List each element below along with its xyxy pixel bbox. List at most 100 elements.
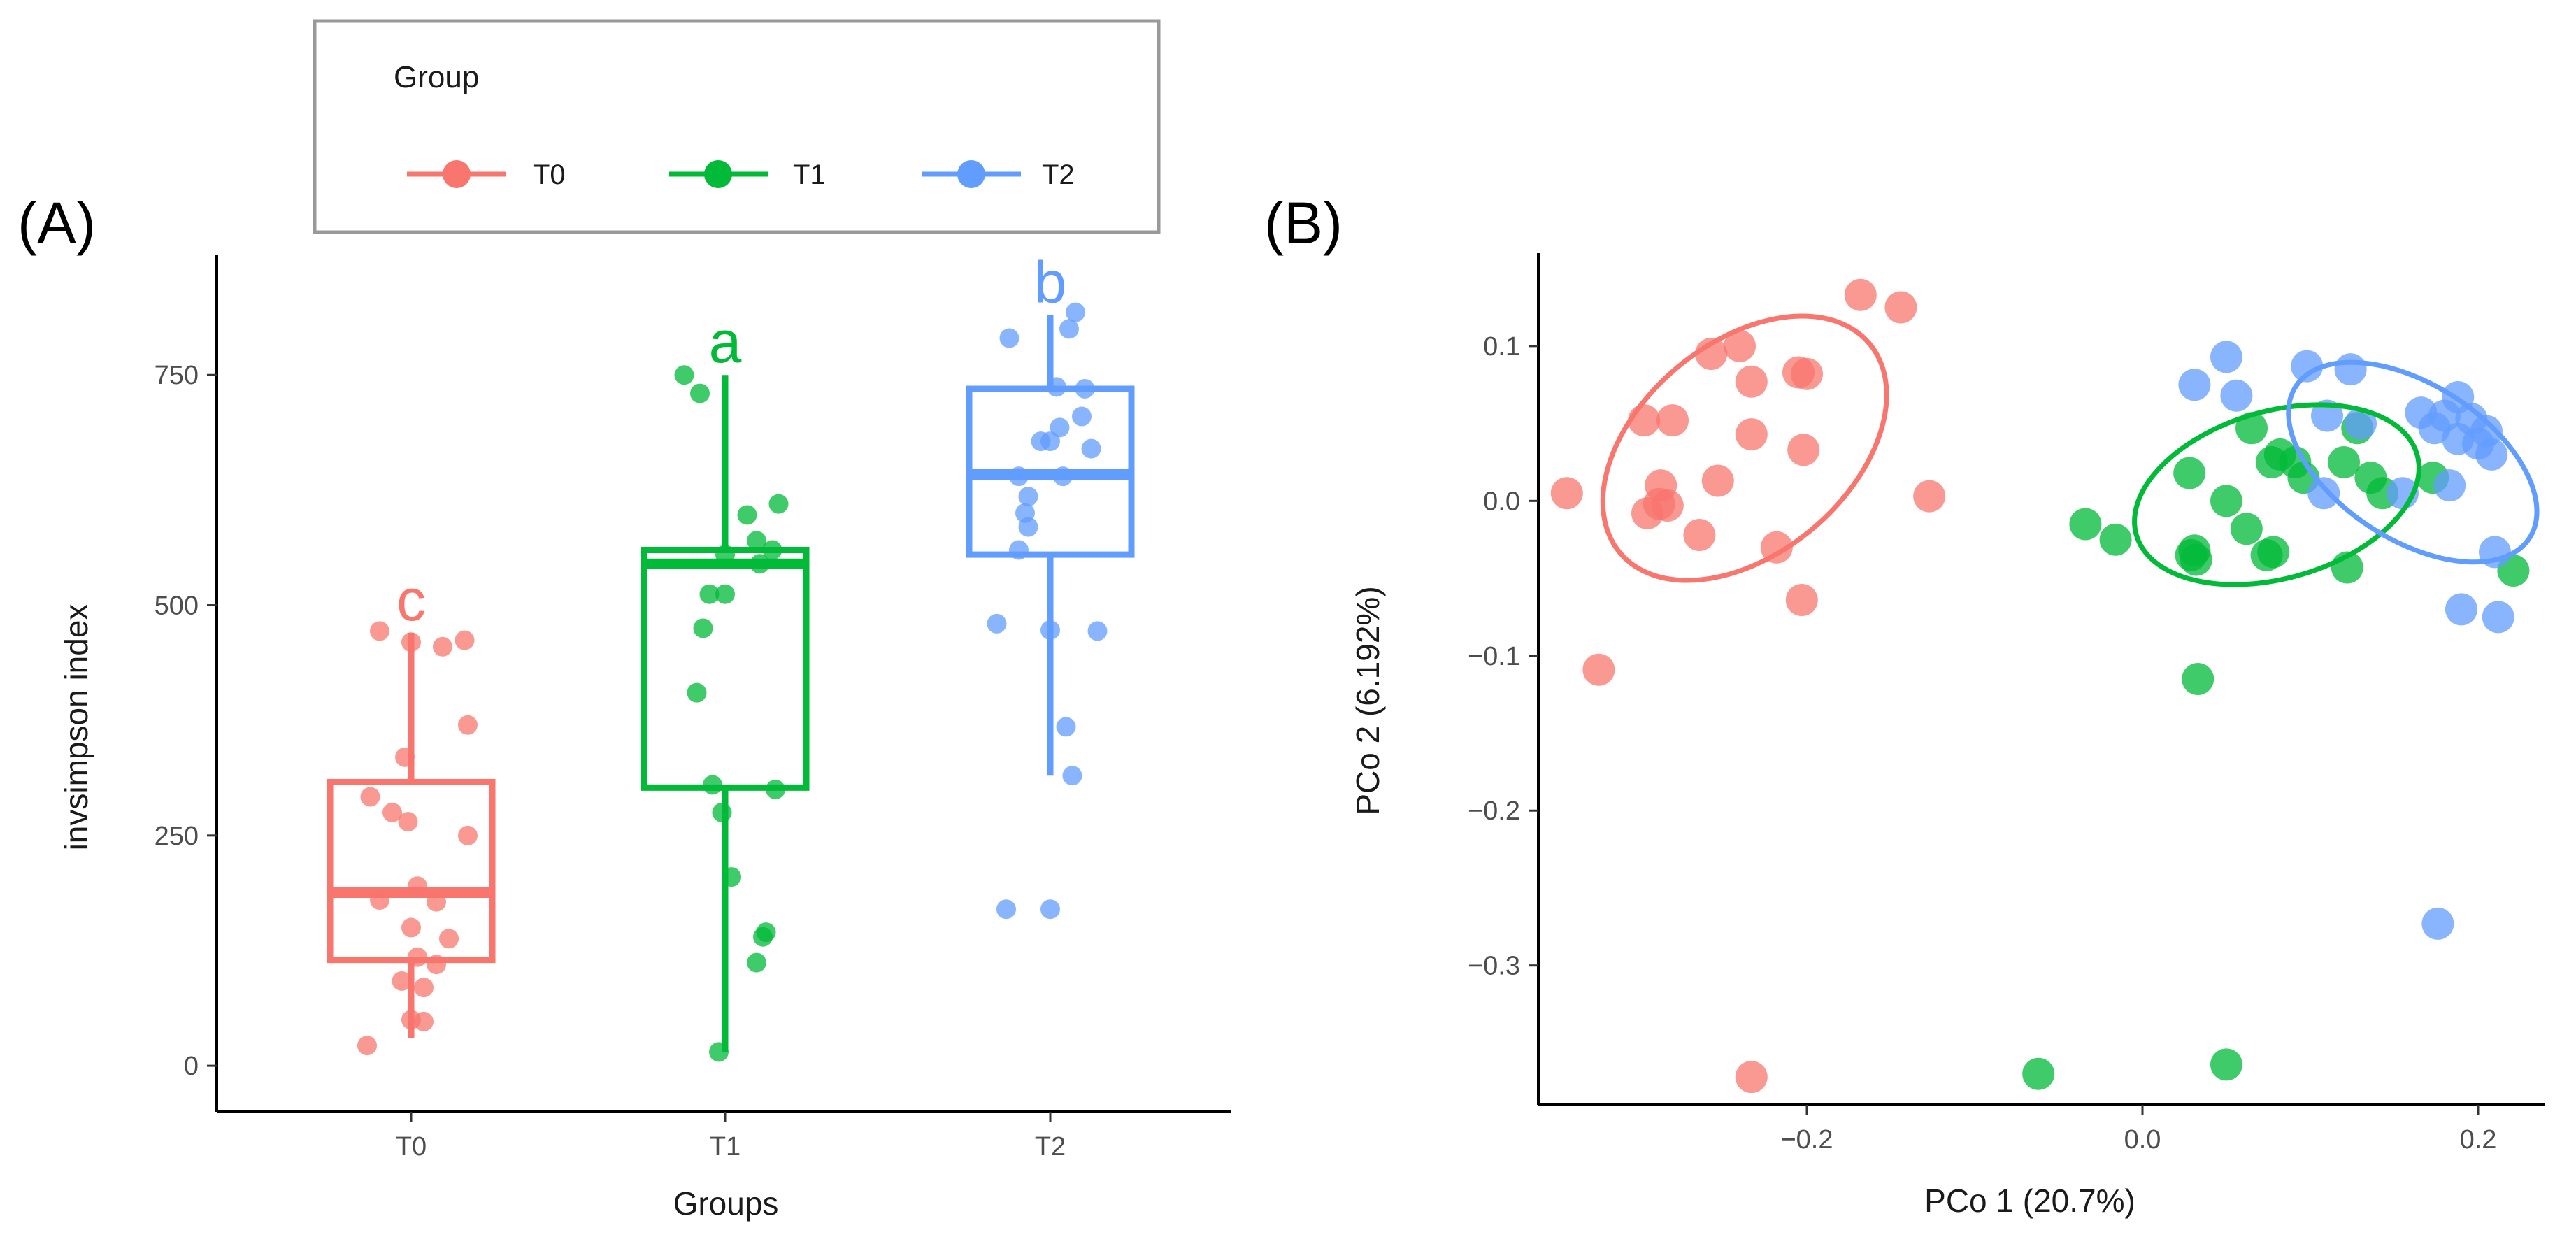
jitter-point bbox=[398, 812, 418, 832]
scatter-point bbox=[2291, 350, 2324, 383]
jitter-point bbox=[382, 802, 402, 822]
legend-key-dot bbox=[957, 160, 985, 188]
jitter-point bbox=[766, 779, 785, 799]
jitter-point bbox=[401, 632, 421, 652]
jitter-point bbox=[1087, 621, 1108, 641]
legend-box bbox=[313, 19, 1161, 234]
legend-entry-T0: T0 bbox=[407, 159, 566, 190]
jitter-point bbox=[699, 584, 720, 604]
jitter-point bbox=[458, 715, 478, 735]
x-tick-label: T2 bbox=[1035, 1132, 1066, 1161]
y-tick-label: −0.3 bbox=[1468, 952, 1520, 981]
jitter-point bbox=[427, 955, 446, 975]
legend-label-T0: T0 bbox=[533, 159, 566, 190]
jitter-point bbox=[996, 899, 1016, 920]
jitter-point bbox=[687, 682, 707, 703]
panel-a-xlabel: Groups bbox=[673, 1185, 779, 1222]
scatter-point bbox=[1656, 404, 1689, 437]
scatter-point bbox=[2345, 407, 2377, 440]
scatter-point bbox=[2307, 477, 2340, 510]
jitter-point bbox=[439, 929, 459, 949]
scatter-point bbox=[1550, 477, 1583, 510]
jitter-point bbox=[458, 825, 478, 845]
panel-b-scatter: −0.3 −0.2 −0.1 0.0 0.1 −0.2 0.0 0.2 bbox=[1468, 253, 2545, 1154]
panel-label-a: (A) bbox=[17, 190, 96, 256]
scatter-point bbox=[2180, 543, 2212, 576]
jitter-point bbox=[722, 867, 741, 887]
panel-b-ylabel: PCo 2 (6.192%) bbox=[1350, 586, 1386, 815]
jitter-point bbox=[1056, 717, 1076, 737]
scatter-point bbox=[2482, 601, 2514, 634]
scatter-point bbox=[1701, 464, 1734, 497]
scatter-point bbox=[1582, 653, 1615, 686]
x-tick-label: 0.2 bbox=[2460, 1125, 2497, 1154]
jitter-point bbox=[715, 584, 735, 604]
series-T1 bbox=[2022, 412, 2530, 1090]
scatter-point bbox=[2475, 438, 2508, 471]
jitter-point bbox=[392, 971, 412, 991]
scatter-point bbox=[1683, 519, 1716, 552]
significance-letter: b bbox=[1034, 250, 1067, 315]
series-T0 bbox=[1550, 278, 1946, 1094]
scatter-point bbox=[2421, 907, 2454, 940]
jitter-point bbox=[1050, 417, 1070, 438]
legend: Group T0 T1 T2 bbox=[313, 19, 1161, 234]
jitter-point bbox=[433, 636, 452, 657]
panel-a-ylabel: invsimpson index bbox=[58, 604, 94, 851]
box-T2: b bbox=[966, 250, 1135, 920]
jitter-point bbox=[1018, 487, 1038, 507]
x-tick-label: 0.0 bbox=[2124, 1125, 2161, 1154]
scatter-point bbox=[2173, 457, 2206, 489]
legend-key-dot bbox=[443, 160, 471, 188]
jitter-point bbox=[1059, 319, 1079, 339]
scatter-point bbox=[2022, 1057, 2055, 1090]
jitter-point bbox=[709, 1042, 729, 1062]
jitter-point bbox=[401, 917, 421, 938]
scatter-point bbox=[2178, 369, 2211, 401]
scatter-point bbox=[1724, 329, 1756, 362]
scatter-point bbox=[1844, 278, 1877, 311]
y-tick-label: 500 bbox=[155, 592, 199, 621]
confidence-ellipse-T1 bbox=[2132, 402, 2421, 587]
jitter-point bbox=[737, 505, 757, 525]
jitter-point bbox=[768, 494, 789, 514]
jitter-point bbox=[1031, 431, 1051, 452]
jitter-point bbox=[987, 613, 1007, 634]
scatter-point bbox=[2230, 513, 2263, 545]
jitter-point bbox=[408, 876, 427, 896]
jitter-point bbox=[357, 1036, 377, 1056]
scatter-point bbox=[2235, 412, 2268, 445]
scatter-point bbox=[2255, 445, 2288, 478]
jitter-point bbox=[750, 554, 770, 574]
y-tick-label: −0.2 bbox=[1468, 796, 1520, 826]
panel-b-xlabel: PCo 1 (20.7%) bbox=[1924, 1182, 2135, 1219]
scatter-point bbox=[1884, 291, 1917, 324]
legend-entry-T1: T1 bbox=[669, 159, 826, 190]
scatter-point bbox=[2433, 469, 2466, 502]
significance-letter: a bbox=[709, 309, 742, 375]
jitter-point bbox=[1075, 378, 1095, 399]
scatter-point bbox=[2210, 485, 2242, 517]
jitter-point bbox=[1040, 620, 1060, 641]
scatter-point bbox=[1760, 531, 1793, 564]
scatter-point bbox=[1791, 357, 1823, 390]
scatter-point bbox=[1735, 1061, 1768, 1094]
jitter-point bbox=[693, 618, 713, 638]
box-T1: a bbox=[641, 309, 810, 1062]
jitter-point bbox=[414, 1011, 434, 1031]
legend-entry-T2: T2 bbox=[922, 159, 1075, 190]
jitter-point bbox=[408, 947, 427, 967]
jitter-point bbox=[1062, 766, 1082, 786]
y-tick-label: 0 bbox=[184, 1052, 199, 1081]
scatter-point bbox=[2442, 422, 2475, 455]
jitter-point bbox=[1053, 466, 1073, 487]
x-tick-label: T0 bbox=[396, 1132, 427, 1161]
jitter-point bbox=[1009, 466, 1029, 487]
jitter-point bbox=[1040, 899, 1060, 920]
jitter-point bbox=[712, 802, 732, 822]
scatter-point bbox=[2220, 379, 2253, 412]
scatter-point bbox=[1913, 480, 1946, 513]
y-tick-label: 0.1 bbox=[1483, 332, 1520, 362]
y-tick-label: 0.0 bbox=[1483, 487, 1520, 516]
